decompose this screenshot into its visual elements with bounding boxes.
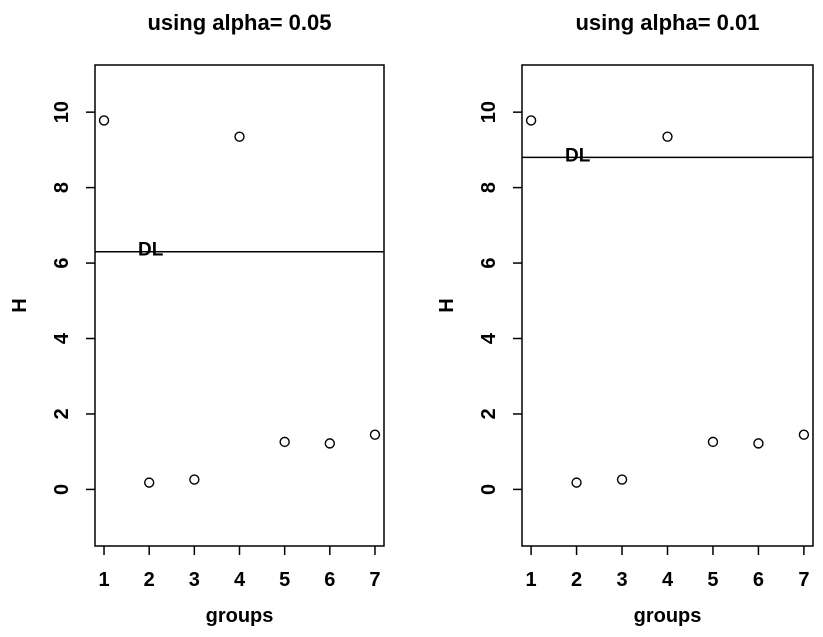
data-point (707, 436, 719, 448)
x-tick-label: 7 (798, 569, 809, 591)
data-point (143, 477, 155, 488)
x-tick-label: 4 (662, 569, 674, 591)
x-tick-label: 1 (526, 569, 537, 591)
x-tick-label: 2 (144, 569, 155, 591)
data-point (324, 438, 336, 449)
x-tick-label: 3 (189, 569, 200, 591)
data-point (189, 474, 200, 485)
data-point (234, 131, 245, 142)
dl-label: DL (138, 240, 164, 261)
data-point (525, 115, 537, 126)
y-axis-label: H (436, 298, 458, 312)
y-axis-label: H (9, 298, 31, 312)
x-tick-label: 5 (279, 569, 290, 591)
y-tick-label: 10 (51, 101, 73, 123)
y-tick-label: 0 (51, 484, 73, 495)
x-tick-label: 6 (324, 569, 335, 591)
x-axis-label: groups (634, 605, 702, 627)
x-tick-label: 6 (753, 569, 764, 591)
y-tick-label: 4 (478, 332, 500, 344)
y-tick-label: 6 (478, 257, 500, 268)
data-point (616, 474, 628, 485)
y-tick-label: 8 (51, 182, 73, 193)
y-tick-label: 8 (478, 182, 500, 193)
x-tick-label: 3 (616, 569, 627, 591)
data-point (279, 436, 290, 448)
y-tick-label: 0 (478, 484, 500, 495)
data-point (662, 131, 673, 142)
plot-box (94, 64, 385, 547)
data-point (753, 438, 764, 449)
x-tick-label: 5 (707, 569, 718, 591)
data-point (369, 429, 381, 440)
y-tick-label: 10 (478, 101, 500, 123)
panel-title: using alpha= 0.05 (147, 10, 331, 35)
y-tick-label: 2 (51, 408, 73, 419)
data-point (571, 477, 582, 488)
y-tick-label: 4 (51, 332, 73, 344)
plot-box (521, 64, 814, 547)
y-tick-label: 6 (51, 257, 73, 268)
dl-label: DL (565, 145, 591, 166)
panel-title: using alpha= 0.01 (575, 10, 759, 35)
data-point (798, 429, 810, 440)
x-axis-label: groups (206, 605, 274, 627)
x-tick-label: 1 (98, 569, 109, 591)
x-tick-label: 2 (571, 569, 582, 591)
x-tick-label: 7 (369, 569, 380, 591)
y-tick-label: 2 (478, 408, 500, 419)
data-point (98, 115, 110, 126)
x-tick-label: 4 (234, 569, 246, 591)
